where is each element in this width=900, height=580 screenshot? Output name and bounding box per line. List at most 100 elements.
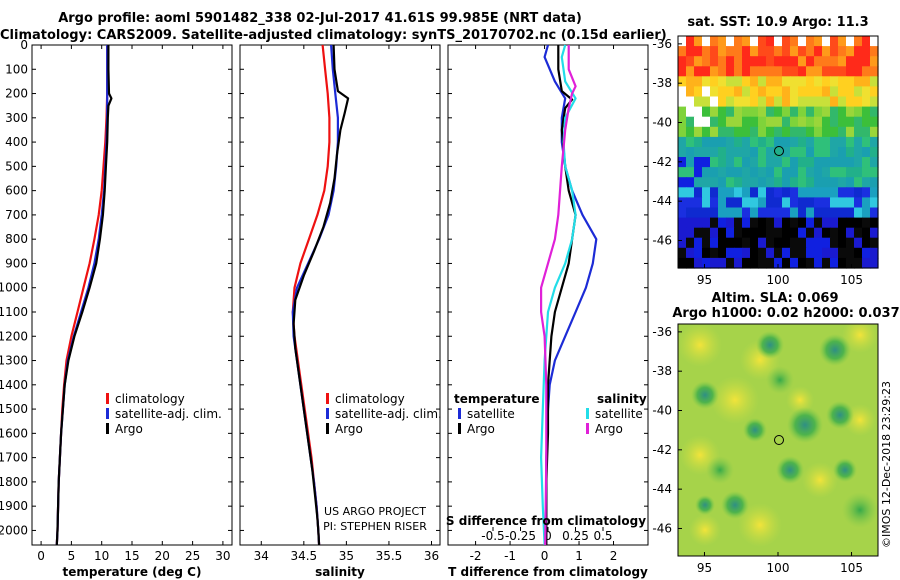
sst-cell	[790, 66, 799, 77]
sst-cell	[846, 247, 855, 259]
depth-tick-label: 700	[5, 208, 28, 222]
sst-cell	[838, 96, 847, 108]
sst-cell	[798, 147, 807, 158]
sst-cell	[686, 187, 695, 198]
sst-cell	[694, 96, 703, 108]
sst-cell	[718, 247, 727, 259]
sst-cell	[750, 96, 759, 108]
sst-cell	[734, 106, 743, 118]
sst-cell	[782, 227, 791, 239]
sst-cell	[686, 86, 695, 98]
legend-label-s-satellite: satellite	[595, 407, 643, 421]
sla-anomaly-patch	[826, 401, 854, 429]
depth-tick-label: 900	[5, 256, 28, 270]
sst-cell	[862, 76, 871, 87]
sst-cell	[838, 207, 847, 219]
sst-cell	[758, 177, 767, 188]
sla-map: Altim. SLA: 0.069 Argo h1000: 0.02 h2000…	[652, 291, 899, 575]
sst-cell	[830, 116, 839, 128]
sst-cell	[822, 247, 831, 259]
depth-tick-label: 1100	[0, 305, 28, 319]
sst-cell	[726, 86, 735, 98]
sst-cell	[822, 126, 831, 138]
sst-cell	[774, 227, 783, 239]
sst-cell	[838, 177, 847, 188]
sst-cell	[862, 106, 871, 118]
sst-cell	[686, 237, 695, 249]
sst-cell	[758, 167, 767, 178]
sla-anomaly-patch	[743, 418, 767, 442]
sst-cell	[830, 136, 839, 148]
sst-cell	[870, 237, 879, 249]
sst-cell	[854, 76, 863, 87]
temperature-legend: climatology satellite-adj. clim. Argo	[106, 392, 222, 436]
sst-cell	[710, 167, 719, 178]
sst-cell	[870, 116, 879, 128]
sst-cell	[734, 86, 743, 98]
sla-anomaly-patch	[787, 407, 823, 443]
sst-cell	[782, 106, 791, 118]
sst-cell	[702, 237, 711, 249]
sst-cell	[750, 56, 759, 67]
sst-cell	[782, 36, 791, 47]
sst-cell	[742, 86, 751, 98]
sst-cell	[710, 86, 719, 98]
sst-cell	[862, 257, 871, 269]
sst-cell	[790, 247, 799, 259]
sst-cell	[702, 36, 711, 47]
sst-cell	[830, 197, 839, 209]
sst-cell	[854, 227, 863, 239]
sst-cell	[702, 46, 711, 57]
sst-cell	[814, 147, 823, 158]
sst-cell	[798, 136, 807, 148]
sst-cell	[678, 96, 687, 108]
sst-cell	[766, 46, 775, 57]
sst-cell	[718, 187, 727, 198]
sst-cell	[798, 217, 807, 229]
sst-cell	[686, 56, 695, 67]
sst-cell	[678, 167, 687, 178]
sst-cell	[830, 46, 839, 57]
sst-cell	[766, 197, 775, 209]
sst-cell	[838, 36, 847, 47]
sst-cell	[862, 96, 871, 108]
sst-cell	[790, 116, 799, 128]
x-tick-label: 5	[68, 549, 76, 563]
sst-cell	[830, 217, 839, 229]
sst-cell	[782, 126, 791, 138]
sst-cell	[742, 36, 751, 47]
s-difference-label: S difference from climatology	[446, 514, 646, 528]
sst-cell	[798, 177, 807, 188]
sst-cell	[726, 46, 735, 57]
sst-cell	[734, 56, 743, 67]
sst-cell	[758, 76, 767, 87]
sst-cell	[710, 56, 719, 67]
sst-cell	[750, 36, 759, 47]
sst-cell	[702, 136, 711, 148]
sst-cell	[694, 136, 703, 148]
sst-cell	[726, 247, 735, 259]
sst-cell	[734, 167, 743, 178]
sst-cell	[686, 257, 695, 269]
sst-cell	[822, 257, 831, 269]
sst-cell	[814, 187, 823, 198]
legend-label-t-argo: Argo	[467, 422, 495, 436]
sst-cell	[734, 227, 743, 239]
sst-cell	[854, 197, 863, 209]
sla-map-title-line2: Argo h1000: 0.02 h2000: 0.037	[672, 306, 899, 321]
sst-cell	[790, 106, 799, 118]
sst-cell	[686, 247, 695, 259]
sst-cell	[814, 207, 823, 219]
sst-cell	[678, 187, 687, 198]
sst-cell	[766, 157, 775, 168]
legend-label-argo: Argo	[335, 422, 363, 436]
depth-tick-label: 500	[5, 159, 28, 173]
sst-cell	[774, 86, 783, 98]
sst-cell	[830, 237, 839, 249]
sst-cell	[766, 257, 775, 269]
sst-cell	[790, 257, 799, 269]
sst-cell	[830, 167, 839, 178]
sst-cell	[822, 96, 831, 108]
sst-cell	[830, 147, 839, 158]
